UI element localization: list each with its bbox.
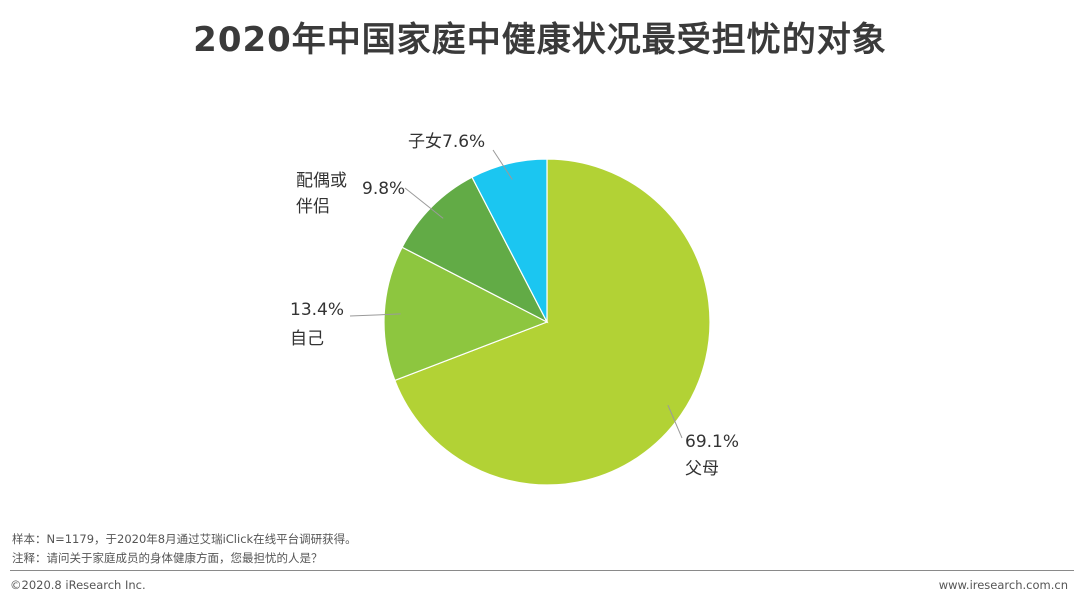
- leader-line-2: [404, 187, 444, 219]
- leader-line-3: [492, 149, 513, 180]
- leader-line-1: [349, 313, 401, 317]
- copyright-text: ©2020.8 iResearch Inc.: [10, 578, 146, 592]
- pie-slice-0: [394, 158, 711, 486]
- slice-label-3-0: 子女7.6%: [408, 132, 485, 152]
- pie-slice-2: [401, 176, 549, 324]
- question-note: 注释：请问关于家庭成员的身体健康方面，您最担忧的人是？: [12, 551, 323, 565]
- website-text: www.iresearch.com.cn: [938, 578, 1068, 592]
- slice-label-1-1: 自己: [290, 329, 324, 349]
- leader-line-0: [667, 404, 683, 439]
- chart-title: 2020年中国家庭中健康状况最受担忧的对象: [193, 20, 887, 60]
- slice-label-1-0: 13.4%: [290, 300, 344, 320]
- slice-label-0-1: 父母: [685, 459, 719, 479]
- slice-label-2-0: 配偶或: [296, 171, 347, 191]
- pie-slice-1: [383, 246, 549, 382]
- slice-label-2-2: 9.8%: [362, 179, 405, 199]
- slice-label-2-1: 伴侣: [296, 197, 330, 217]
- sample-note: 样本：N=1179，于2020年8月通过艾瑞iClick在线平台调研获得。: [12, 532, 357, 546]
- footer-divider: [10, 570, 1074, 571]
- slice-label-0-0: 69.1%: [685, 432, 739, 452]
- pie-slice-3: [471, 158, 548, 323]
